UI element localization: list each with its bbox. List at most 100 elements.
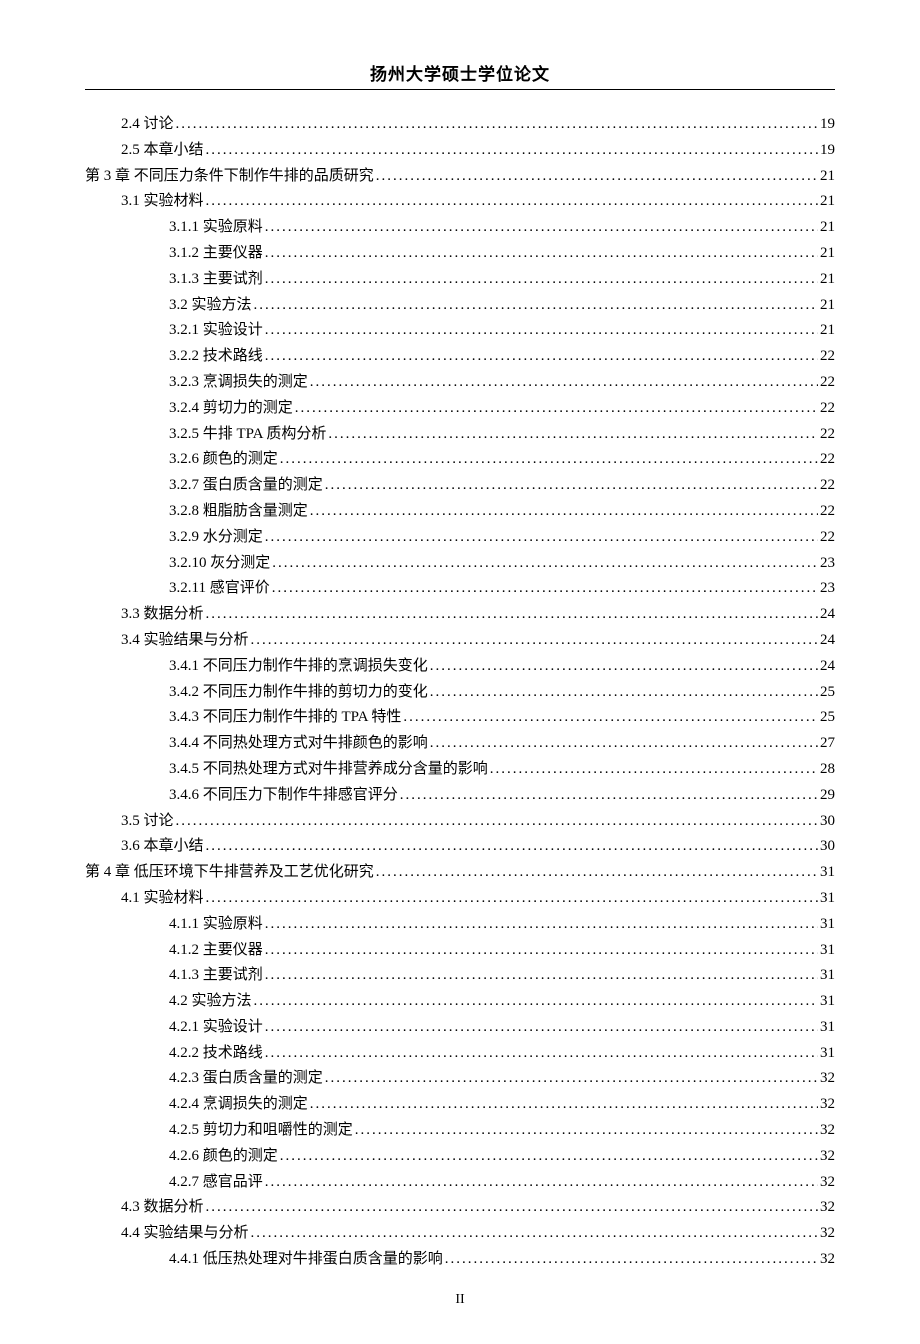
toc-entry: 3.1 实验材料21 [85, 189, 835, 215]
toc-entry: 4.2.7 感官品评32 [85, 1170, 835, 1196]
toc-entry: 2.5 本章小结19 [85, 138, 835, 164]
toc-entry-page: 32 [820, 1066, 835, 1092]
toc-leader-dots [206, 189, 818, 215]
toc-entry: 3.1.2 主要仪器21 [85, 241, 835, 267]
toc-leader-dots [265, 1041, 818, 1067]
toc-entry-page: 31 [820, 912, 835, 938]
toc-entry: 3.3 数据分析24 [85, 602, 835, 628]
toc-entry: 3.4.6 不同压力下制作牛排感官评分 29 [85, 783, 835, 809]
toc-entry: 4.4.1 低压热处理对牛排蛋白质含量的影响 32 [85, 1247, 835, 1273]
toc-entry-page: 23 [820, 576, 835, 602]
toc-leader-dots [265, 215, 818, 241]
toc-entry-page: 32 [820, 1195, 835, 1221]
toc-entry-label: 3.4 实验结果与分析 [121, 628, 249, 654]
toc-leader-dots [325, 473, 818, 499]
toc-entry-label: 3.2.10 灰分测定 [169, 551, 270, 577]
toc-entry-page: 22 [820, 473, 835, 499]
toc-leader-dots [325, 1066, 818, 1092]
toc-leader-dots [272, 576, 818, 602]
toc-leader-dots [254, 293, 818, 319]
toc-leader-dots [206, 602, 818, 628]
toc-entry: 第 4 章 低压环境下牛排营养及工艺优化研究 31 [85, 860, 835, 886]
toc-leader-dots [376, 860, 818, 886]
toc-entry-label: 4.3 数据分析 [121, 1195, 204, 1221]
page-header-title: 扬州大学硕士学位论文 [85, 60, 835, 85]
toc-entry-label: 3.4.6 不同压力下制作牛排感官评分 [169, 783, 398, 809]
toc-entry-label: 4.2.6 颜色的测定 [169, 1144, 278, 1170]
toc-entry-page: 31 [820, 963, 835, 989]
toc-entry-page: 32 [820, 1118, 835, 1144]
toc-entry-label: 4.1.1 实验原料 [169, 912, 263, 938]
toc-entry-label: 3.1 实验材料 [121, 189, 204, 215]
toc-entry-page: 22 [820, 344, 835, 370]
toc-entry-page: 32 [820, 1144, 835, 1170]
toc-leader-dots [295, 396, 818, 422]
toc-entry: 3.4 实验结果与分析24 [85, 628, 835, 654]
toc-entry-page: 19 [820, 112, 835, 138]
toc-entry-page: 31 [820, 1041, 835, 1067]
toc-entry-page: 21 [820, 293, 835, 319]
toc-entry-page: 27 [820, 731, 835, 757]
toc-entry-page: 31 [820, 1015, 835, 1041]
toc-entry-label: 4.4.1 低压热处理对牛排蛋白质含量的影响 [169, 1247, 443, 1273]
toc-entry: 4.1.3 主要试剂31 [85, 963, 835, 989]
toc-leader-dots [265, 938, 818, 964]
toc-entry: 3.2.6 颜色的测定 22 [85, 447, 835, 473]
toc-entry-label: 3.1.3 主要试剂 [169, 267, 263, 293]
toc-leader-dots [206, 834, 818, 860]
toc-leader-dots [310, 370, 818, 396]
toc-leader-dots [430, 680, 818, 706]
toc-entry: 3.4.5 不同热处理方式对牛排营养成分含量的影响28 [85, 757, 835, 783]
toc-entry-page: 24 [820, 602, 835, 628]
toc-entry-page: 22 [820, 396, 835, 422]
toc-entry-label: 4.2.7 感官品评 [169, 1170, 263, 1196]
toc-entry-label: 3.2.7 蛋白质含量的测定 [169, 473, 323, 499]
toc-entry-label: 3.2.8 粗脂肪含量测定 [169, 499, 308, 525]
toc-leader-dots [265, 344, 818, 370]
toc-entry-page: 21 [820, 318, 835, 344]
toc-leader-dots [400, 783, 818, 809]
toc-entry: 3.2.3 烹调损失的测定22 [85, 370, 835, 396]
toc-entry-page: 24 [820, 654, 835, 680]
toc-entry-page: 25 [820, 680, 835, 706]
toc-leader-dots [265, 912, 818, 938]
toc-entry-label: 3.6 本章小结 [121, 834, 204, 860]
toc-entry-page: 29 [820, 783, 835, 809]
toc-entry: 3.2.2 技术路线22 [85, 344, 835, 370]
toc-leader-dots [272, 551, 818, 577]
toc-entry-page: 22 [820, 499, 835, 525]
toc-leader-dots [176, 809, 818, 835]
toc-entry-page: 21 [820, 215, 835, 241]
toc-entry-label: 4.2.1 实验设计 [169, 1015, 263, 1041]
toc-entry: 3.2.4 剪切力的测定22 [85, 396, 835, 422]
toc-entry: 4.2.6 颜色的测定 32 [85, 1144, 835, 1170]
toc-entry-page: 32 [820, 1247, 835, 1273]
toc-entry-label: 2.5 本章小结 [121, 138, 204, 164]
toc-entry-label: 3.2.6 颜色的测定 [169, 447, 278, 473]
toc-entry-label: 3.4.4 不同热处理方式对牛排颜色的影响 [169, 731, 428, 757]
toc-entry: 3.4.3 不同压力制作牛排的 TPA 特性 25 [85, 705, 835, 731]
toc-entry-page: 22 [820, 525, 835, 551]
toc-entry-label: 4.2.5 剪切力和咀嚼性的测定 [169, 1118, 353, 1144]
toc-entry-page: 30 [820, 834, 835, 860]
toc-entry-page: 32 [820, 1092, 835, 1118]
toc-entry-label: 第 4 章 低压环境下牛排营养及工艺优化研究 [85, 860, 374, 886]
toc-entry-page: 22 [820, 447, 835, 473]
toc-entry-page: 31 [820, 860, 835, 886]
toc-leader-dots [376, 164, 818, 190]
toc-entry-label: 3.2.5 牛排 TPA 质构分析 [169, 422, 326, 448]
toc-leader-dots [280, 447, 818, 473]
toc-entry-page: 21 [820, 267, 835, 293]
toc-leader-dots [310, 499, 818, 525]
toc-entry: 3.2 实验方法21 [85, 293, 835, 319]
toc-leader-dots [265, 1015, 818, 1041]
toc-entry: 4.4 实验结果与分析32 [85, 1221, 835, 1247]
toc-leader-dots [490, 757, 818, 783]
toc-leader-dots [265, 1170, 818, 1196]
toc-entry: 4.2.1 实验设计 31 [85, 1015, 835, 1041]
toc-leader-dots [265, 267, 818, 293]
toc-entry-page: 22 [820, 370, 835, 396]
toc-entry-label: 3.4.5 不同热处理方式对牛排营养成分含量的影响 [169, 757, 488, 783]
toc-entry-label: 第 3 章 不同压力条件下制作牛排的品质研究 [85, 164, 374, 190]
toc-entry: 4.2.4 烹调损失的测定32 [85, 1092, 835, 1118]
